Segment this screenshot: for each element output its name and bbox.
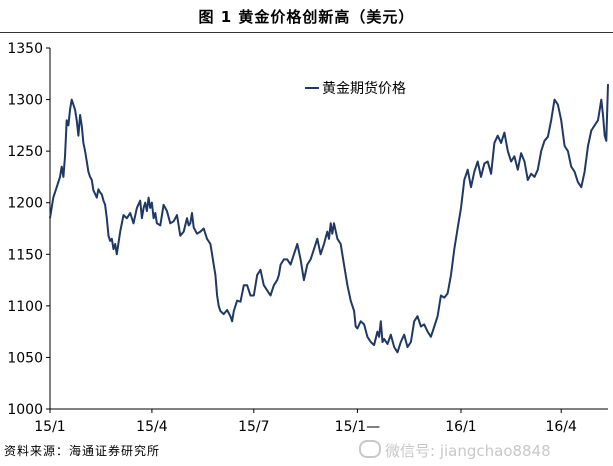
title-bar: 图 1 黄金价格创新高（美元）: [0, 0, 613, 33]
source-note: 资料来源：海通证券研究所: [4, 444, 161, 458]
x-tick-label: 15/1—: [335, 419, 380, 435]
y-tick-label: 1200: [7, 196, 43, 212]
series-line: [49, 84, 609, 354]
x-tick-label: 15/4: [136, 419, 168, 435]
footer: 资料来源：海通证券研究所 微信号: jiangchao8848: [4, 440, 609, 462]
watermark-text: 微信号: jiangchao8848: [385, 442, 551, 460]
x-tick-label: 16/4: [545, 419, 577, 435]
y-tick-label: 1000: [7, 402, 43, 418]
chart-title: 图 1 黄金价格创新高（美元）: [198, 7, 415, 26]
x-tick-label: 16/1: [445, 419, 476, 435]
x-tick-label: 15/1: [34, 419, 65, 435]
watermark: 微信号: jiangchao8848: [359, 440, 551, 461]
y-tick-label: 1250: [7, 144, 43, 160]
y-tick-label: 1300: [7, 93, 43, 109]
wechat-icon: [359, 440, 381, 458]
x-tick-label: 15/7: [238, 419, 269, 435]
y-tick-label: 1150: [7, 247, 43, 263]
chart-area: 1000 1050 1100 1150 1200 1250 1300 1350 15/1 15/4…: [7, 41, 609, 435]
y-tick-label: 1350: [7, 41, 43, 57]
y-tick-label: 1100: [7, 299, 43, 315]
y-tick-label: 1050: [7, 350, 43, 366]
legend-label: 黄金期货价格: [322, 80, 406, 97]
